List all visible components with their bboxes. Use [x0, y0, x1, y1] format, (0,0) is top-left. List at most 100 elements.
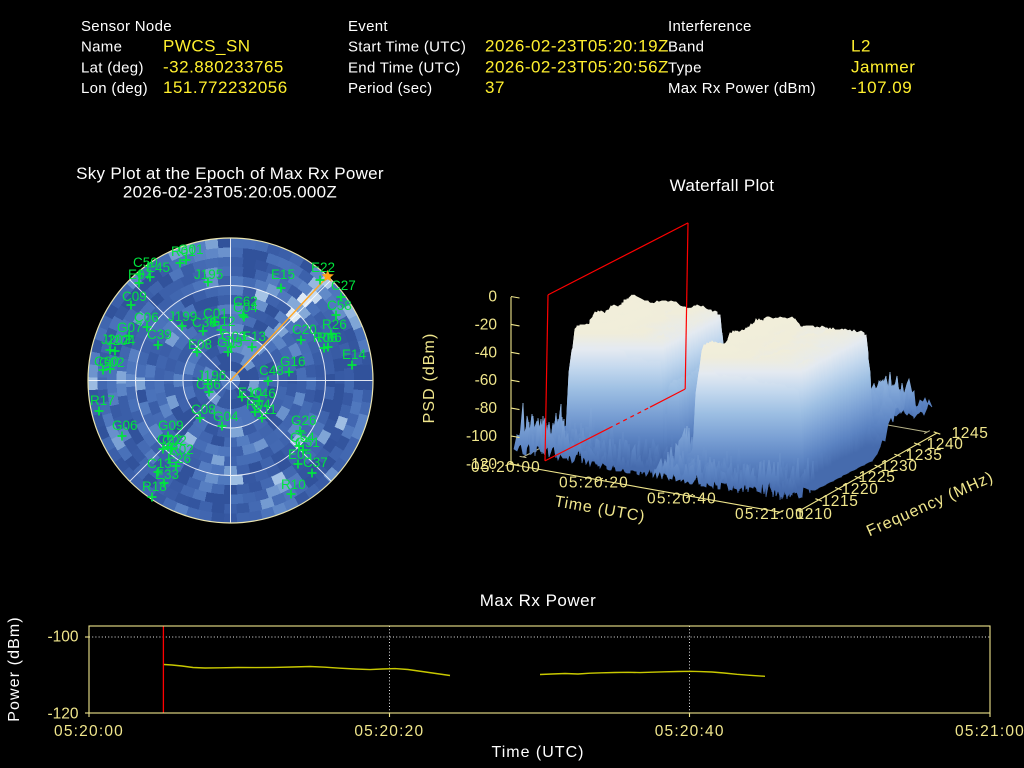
- svg-text:PSD (dBm): PSD (dBm): [421, 333, 438, 424]
- svg-text:C22: C22: [157, 432, 182, 447]
- svg-text:E14: E14: [342, 347, 367, 362]
- svg-text:C01: C01: [203, 306, 228, 321]
- svg-text:151.772232056: 151.772232056: [163, 78, 288, 97]
- svg-text:-40: -40: [475, 344, 498, 361]
- svg-text:1230: 1230: [881, 458, 918, 475]
- svg-text:05:20:40: 05:20:40: [655, 723, 725, 740]
- svg-text:L2: L2: [851, 37, 871, 56]
- svg-text:05:20:20: 05:20:20: [559, 475, 629, 492]
- svg-text:C62: C62: [233, 294, 258, 309]
- svg-text:Period (sec): Period (sec): [348, 80, 432, 97]
- svg-text:37: 37: [485, 78, 505, 97]
- svg-text:J202: J202: [101, 332, 130, 347]
- svg-text:05:21:00: 05:21:00: [735, 506, 805, 523]
- svg-text:G09: G09: [158, 418, 184, 433]
- svg-text:End Time (UTC): End Time (UTC): [348, 59, 461, 76]
- svg-text:G16: G16: [280, 354, 306, 369]
- svg-text:C09: C09: [122, 289, 147, 304]
- svg-text:E33: E33: [155, 467, 179, 482]
- svg-text:C48: C48: [259, 363, 284, 378]
- svg-text:E07: E07: [128, 267, 152, 282]
- svg-text:Event: Event: [348, 18, 388, 35]
- svg-text:C37: C37: [303, 455, 328, 470]
- svg-text:J195: J195: [194, 267, 223, 282]
- svg-text:Time (UTC): Time (UTC): [492, 744, 585, 761]
- svg-text:G05: G05: [217, 335, 243, 350]
- svg-text:C04: C04: [233, 300, 258, 315]
- svg-text:Lat (deg): Lat (deg): [81, 59, 144, 76]
- svg-text:Power (dBm): Power (dBm): [6, 616, 23, 721]
- svg-text:Name: Name: [81, 39, 122, 56]
- svg-text:Type: Type: [668, 59, 702, 76]
- svg-text:PWCS_SN: PWCS_SN: [163, 37, 251, 56]
- svg-text:2026-02-23T05:20:05.000Z: 2026-02-23T05:20:05.000Z: [123, 183, 337, 202]
- svg-text:C38: C38: [192, 315, 217, 330]
- svg-text:R06: R06: [317, 330, 342, 345]
- svg-text:Sensor Node: Sensor Node: [81, 18, 172, 35]
- svg-text:G06: G06: [112, 418, 138, 433]
- svg-text:1225: 1225: [859, 469, 896, 486]
- svg-text:G03: G03: [221, 329, 247, 344]
- svg-text:Interference: Interference: [668, 18, 752, 35]
- svg-text:1210: 1210: [796, 506, 833, 523]
- svg-text:C08: C08: [191, 402, 216, 417]
- svg-text:05:20:20: 05:20:20: [354, 723, 424, 740]
- svg-text:1220: 1220: [842, 481, 879, 498]
- svg-text:-107.09: -107.09: [851, 78, 912, 97]
- svg-text:05:20:00: 05:20:00: [471, 459, 541, 476]
- svg-text:-120: -120: [47, 706, 78, 723]
- svg-text:C60: C60: [94, 354, 119, 369]
- svg-text:2026-02-23T05:20:19Z: 2026-02-23T05:20:19Z: [485, 37, 669, 56]
- svg-text:R17: R17: [90, 393, 115, 408]
- svg-text:0: 0: [488, 289, 497, 306]
- svg-text:J204: J204: [106, 333, 136, 348]
- svg-text:G02: G02: [99, 355, 125, 370]
- svg-text:R18: R18: [142, 479, 167, 494]
- svg-text:-20: -20: [475, 316, 498, 333]
- svg-text:R10: R10: [281, 477, 306, 492]
- svg-text:R08: R08: [313, 330, 338, 345]
- svg-text:-100: -100: [47, 629, 78, 646]
- svg-text:-100: -100: [466, 428, 497, 445]
- svg-text:R11: R11: [253, 402, 277, 417]
- svg-text:2026-02-23T05:20:56Z: 2026-02-23T05:20:56Z: [485, 57, 669, 76]
- svg-text:Start Time (UTC): Start Time (UTC): [348, 39, 466, 56]
- svg-text:J196: J196: [197, 368, 226, 383]
- svg-text:E15: E15: [271, 267, 295, 282]
- svg-text:R02: R02: [169, 442, 194, 457]
- svg-text:R26: R26: [322, 317, 347, 332]
- svg-text:C39: C39: [147, 327, 172, 342]
- svg-text:Max Rx Power (dBm): Max Rx Power (dBm): [668, 80, 816, 97]
- svg-text:05:20:40: 05:20:40: [647, 490, 717, 507]
- svg-text:1235: 1235: [906, 447, 943, 464]
- svg-text:C06: C06: [134, 310, 159, 325]
- svg-text:1245: 1245: [952, 425, 989, 442]
- svg-text:Jammer: Jammer: [851, 57, 915, 76]
- svg-text:C20: C20: [292, 322, 317, 337]
- svg-text:G07: G07: [117, 320, 143, 335]
- svg-text:05:21:00: 05:21:00: [955, 723, 1024, 740]
- svg-text:Time (UTC): Time (UTC): [553, 493, 647, 526]
- svg-text:-32.880233765: -32.880233765: [163, 57, 284, 76]
- svg-text:E10: E10: [238, 385, 262, 400]
- svg-text:E26: E26: [167, 451, 191, 466]
- svg-text:E13: E13: [242, 329, 266, 344]
- svg-text:C02: C02: [162, 433, 187, 448]
- svg-text:G01: G01: [178, 242, 204, 257]
- svg-text:C58: C58: [327, 298, 352, 313]
- svg-text:C50: C50: [133, 255, 158, 270]
- svg-text:05:20:00: 05:20:00: [54, 723, 124, 740]
- svg-text:C27: C27: [331, 278, 356, 293]
- svg-text:E22: E22: [311, 260, 335, 275]
- svg-text:-60: -60: [475, 372, 498, 389]
- svg-text:C54: C54: [290, 430, 315, 445]
- svg-text:C46: C46: [251, 386, 276, 401]
- svg-text:G12: G12: [210, 314, 236, 329]
- svg-text:C51: C51: [295, 435, 320, 450]
- svg-text:C13: C13: [147, 456, 172, 471]
- svg-text:Band: Band: [668, 39, 704, 56]
- svg-text:Max Rx Power: Max Rx Power: [480, 591, 597, 610]
- svg-text:C36: C36: [196, 377, 221, 392]
- svg-text:-120: -120: [466, 456, 497, 473]
- svg-text:G26: G26: [291, 413, 317, 428]
